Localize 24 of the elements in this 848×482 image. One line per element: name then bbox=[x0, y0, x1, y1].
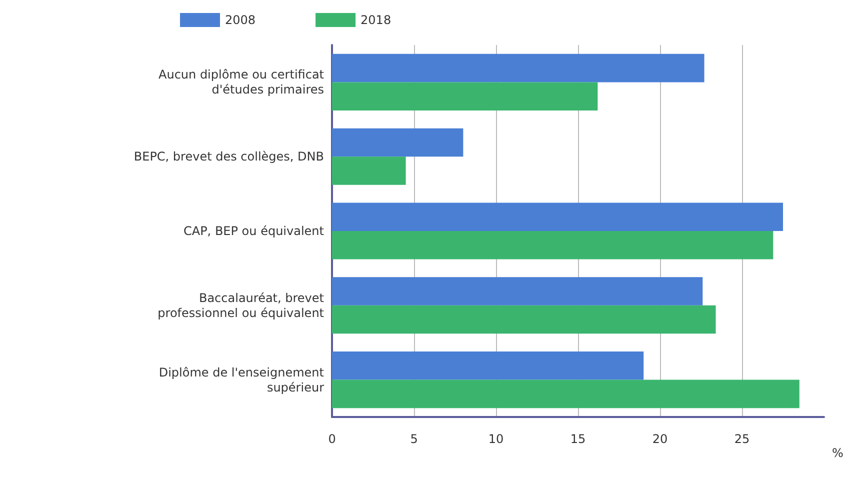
bar bbox=[332, 380, 800, 408]
bar bbox=[332, 352, 644, 380]
x-tick-label: 0 bbox=[328, 432, 336, 446]
bar bbox=[332, 277, 703, 306]
bar bbox=[332, 156, 406, 185]
legend-label: 2008 bbox=[225, 13, 256, 27]
bar bbox=[332, 231, 774, 260]
bar bbox=[332, 202, 783, 231]
x-tick-label: 15 bbox=[570, 432, 586, 446]
bar bbox=[332, 82, 598, 110]
x-tick-label: 5 bbox=[410, 432, 418, 446]
bar bbox=[332, 305, 716, 334]
y-tick-label: CAP, BEP ou équivalent bbox=[183, 224, 324, 238]
y-tick-label: Aucun diplôme ou certificat d'études primaires bbox=[158, 68, 324, 97]
y-tick-label: Diplôme de l'enseignement supérieur bbox=[158, 365, 324, 394]
legend-label: 2018 bbox=[360, 13, 392, 27]
x-tick-label: 20 bbox=[652, 432, 668, 446]
bar bbox=[332, 128, 464, 157]
x-axis-title: % bbox=[832, 446, 844, 460]
y-tick-label: BEPC, brevet des collèges, DNB bbox=[134, 150, 324, 164]
x-tick-label: 10 bbox=[488, 432, 504, 446]
y-tick-label: Baccalauréat, brevet professionnel ou équivalent bbox=[158, 290, 324, 320]
x-tick-label: 25 bbox=[734, 432, 750, 446]
bar bbox=[332, 54, 704, 82]
